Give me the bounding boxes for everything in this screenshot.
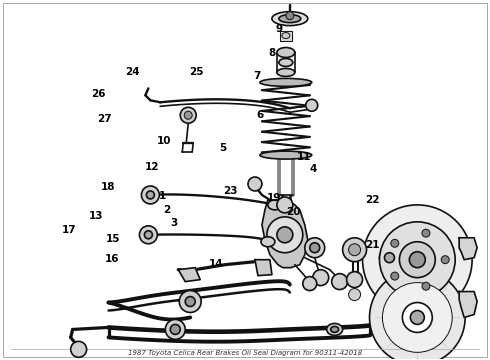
Circle shape bbox=[277, 197, 293, 213]
Text: 17: 17 bbox=[62, 225, 76, 235]
Circle shape bbox=[410, 310, 424, 324]
Ellipse shape bbox=[331, 327, 339, 332]
Circle shape bbox=[184, 111, 192, 119]
Circle shape bbox=[71, 341, 87, 357]
Circle shape bbox=[185, 297, 195, 306]
Ellipse shape bbox=[268, 200, 282, 210]
Circle shape bbox=[379, 222, 455, 298]
Text: 25: 25 bbox=[189, 67, 203, 77]
Circle shape bbox=[422, 282, 430, 290]
Text: 12: 12 bbox=[145, 162, 160, 172]
Text: 18: 18 bbox=[101, 182, 116, 192]
Circle shape bbox=[383, 283, 452, 352]
Circle shape bbox=[305, 238, 325, 258]
Polygon shape bbox=[255, 260, 272, 276]
Circle shape bbox=[363, 205, 472, 315]
Text: 21: 21 bbox=[365, 239, 379, 249]
Circle shape bbox=[248, 177, 262, 191]
Polygon shape bbox=[459, 292, 477, 318]
Text: 2: 2 bbox=[163, 206, 171, 216]
Circle shape bbox=[409, 252, 425, 268]
Circle shape bbox=[145, 231, 152, 239]
Ellipse shape bbox=[277, 68, 295, 76]
Circle shape bbox=[313, 270, 329, 285]
Circle shape bbox=[348, 244, 361, 256]
Circle shape bbox=[180, 107, 196, 123]
Circle shape bbox=[310, 243, 319, 253]
Polygon shape bbox=[459, 238, 477, 260]
Circle shape bbox=[346, 272, 363, 288]
Text: 11: 11 bbox=[296, 152, 311, 162]
Circle shape bbox=[179, 291, 201, 312]
Ellipse shape bbox=[282, 32, 290, 39]
Circle shape bbox=[142, 186, 159, 204]
Text: 20: 20 bbox=[287, 207, 301, 217]
Ellipse shape bbox=[279, 58, 293, 67]
Circle shape bbox=[165, 319, 185, 339]
Text: 15: 15 bbox=[106, 234, 121, 244]
Circle shape bbox=[171, 324, 180, 334]
Ellipse shape bbox=[327, 323, 343, 336]
Text: 7: 7 bbox=[253, 71, 261, 81]
Text: 23: 23 bbox=[223, 186, 238, 196]
Ellipse shape bbox=[272, 12, 308, 26]
Text: 3: 3 bbox=[171, 218, 178, 228]
Circle shape bbox=[391, 272, 399, 280]
Circle shape bbox=[343, 238, 367, 262]
Text: 4: 4 bbox=[310, 164, 317, 174]
Text: 1: 1 bbox=[158, 191, 166, 201]
Circle shape bbox=[348, 289, 361, 301]
Ellipse shape bbox=[260, 78, 312, 86]
Circle shape bbox=[402, 302, 432, 332]
Text: 9: 9 bbox=[275, 24, 283, 35]
Ellipse shape bbox=[279, 15, 301, 23]
Text: 5: 5 bbox=[220, 143, 227, 153]
Text: 6: 6 bbox=[256, 111, 263, 121]
Circle shape bbox=[441, 256, 449, 264]
Circle shape bbox=[399, 242, 435, 278]
Ellipse shape bbox=[260, 151, 312, 159]
Circle shape bbox=[286, 12, 294, 20]
Ellipse shape bbox=[261, 237, 275, 247]
Text: 1987 Toyota Celica Rear Brakes Oil Seal Diagram for 90311-42018: 1987 Toyota Celica Rear Brakes Oil Seal … bbox=[128, 350, 362, 356]
Circle shape bbox=[391, 239, 399, 247]
Circle shape bbox=[303, 276, 317, 291]
Polygon shape bbox=[280, 31, 292, 41]
Text: 13: 13 bbox=[89, 211, 103, 221]
Polygon shape bbox=[262, 200, 308, 268]
Circle shape bbox=[147, 191, 154, 199]
Circle shape bbox=[267, 217, 303, 253]
Circle shape bbox=[369, 270, 465, 360]
Text: 19: 19 bbox=[267, 193, 281, 203]
Ellipse shape bbox=[277, 48, 295, 58]
Circle shape bbox=[385, 253, 394, 263]
Circle shape bbox=[422, 229, 430, 237]
Text: 27: 27 bbox=[98, 114, 112, 124]
Text: 26: 26 bbox=[91, 89, 106, 99]
Text: 14: 14 bbox=[208, 259, 223, 269]
Text: 8: 8 bbox=[268, 48, 275, 58]
Polygon shape bbox=[178, 268, 200, 282]
Circle shape bbox=[140, 226, 157, 244]
Circle shape bbox=[306, 99, 318, 111]
Text: 10: 10 bbox=[157, 136, 171, 145]
Text: 24: 24 bbox=[125, 67, 140, 77]
Circle shape bbox=[277, 227, 293, 243]
Circle shape bbox=[332, 274, 347, 289]
Text: 22: 22 bbox=[365, 195, 379, 205]
Text: 16: 16 bbox=[105, 254, 120, 264]
Circle shape bbox=[379, 248, 399, 268]
